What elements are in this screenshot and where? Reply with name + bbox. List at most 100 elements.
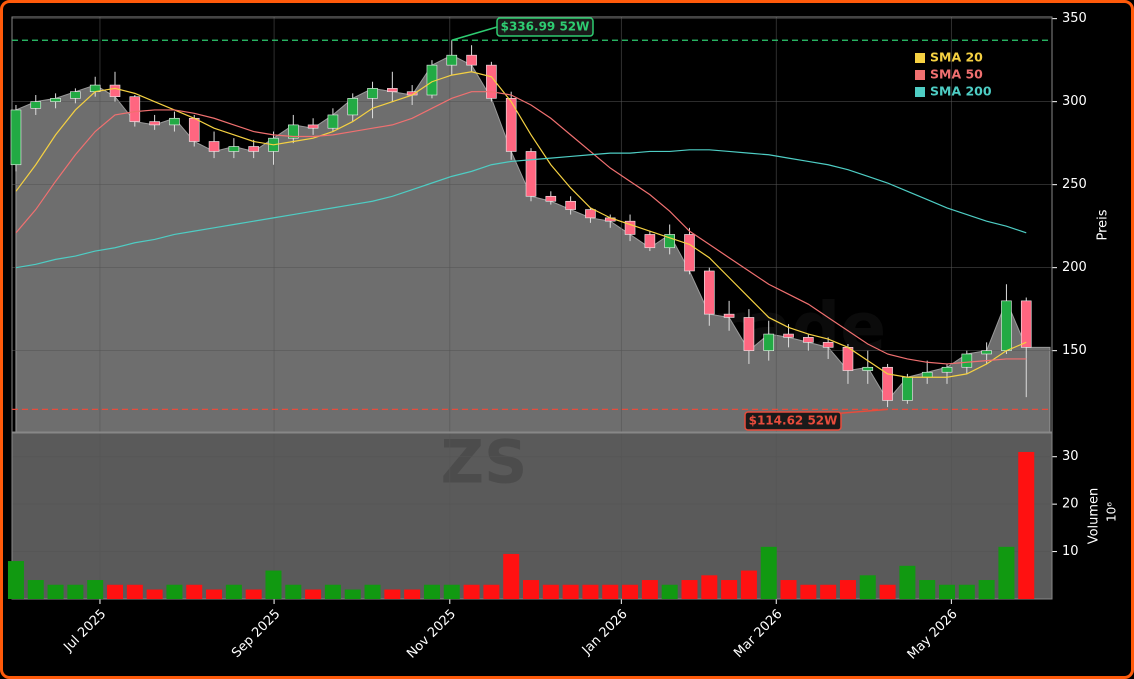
volume-bar	[958, 584, 975, 599]
sma-line	[15, 91, 1027, 365]
volume-bar	[423, 584, 440, 599]
volume-bar	[1018, 451, 1035, 599]
legend-label: SMA 200	[930, 84, 992, 99]
candle-body	[188, 117, 200, 142]
candle-body	[367, 88, 378, 99]
sma-line	[15, 71, 1027, 378]
y-axis-label: Preis	[1096, 209, 1111, 240]
volume-bar	[820, 584, 837, 599]
candle-body	[347, 98, 359, 116]
candle-body	[803, 337, 814, 343]
volume-bar	[47, 584, 64, 599]
candle-body	[545, 195, 557, 202]
candle-body	[486, 64, 497, 99]
y-axis-unit: 10⁶	[1105, 502, 1119, 522]
volume-bar	[859, 575, 876, 599]
candle-body	[525, 151, 537, 197]
volume-bar	[998, 546, 1015, 599]
candle-body	[862, 366, 874, 371]
volume-panel	[12, 433, 1052, 599]
volume-bar	[324, 584, 341, 599]
candle-body	[565, 200, 576, 210]
candle-body	[743, 317, 755, 351]
volume-bar	[899, 565, 916, 599]
annotation-box	[496, 17, 594, 37]
candle-body	[10, 109, 22, 166]
candle-body	[169, 117, 180, 126]
volume-bar	[126, 584, 143, 599]
volume-bar	[463, 584, 480, 599]
volume-bar	[443, 584, 460, 599]
y-tick-label: 150	[1062, 343, 1087, 358]
candle-body	[50, 98, 61, 102]
annotation-label: $114.62 52W	[749, 414, 838, 428]
candle-body	[882, 366, 893, 401]
candle-body	[585, 209, 596, 219]
volume-bar	[839, 580, 856, 599]
y-tick-label: 350	[1062, 11, 1087, 26]
volume-bar	[344, 589, 361, 599]
legend-label: SMA 50	[930, 67, 983, 82]
candle-body	[307, 124, 319, 129]
volume-bar	[265, 570, 282, 599]
annotation-box	[744, 411, 842, 431]
volume-bar	[602, 584, 619, 599]
volume-bar	[285, 584, 302, 599]
volume-bar	[166, 584, 183, 599]
volume-bar	[740, 570, 757, 599]
volume-bar	[67, 584, 84, 599]
y-tick-label: 20	[1062, 497, 1079, 512]
candle-body	[783, 333, 794, 338]
candle-body	[664, 234, 675, 249]
candle-body	[30, 101, 42, 109]
volume-bar	[245, 589, 262, 599]
candle-body	[822, 342, 834, 348]
candle-body	[248, 146, 259, 152]
candle-body	[149, 121, 160, 126]
volume-bar	[562, 584, 579, 599]
volume-bar	[206, 589, 223, 599]
volume-bar	[701, 575, 718, 599]
candle-body	[961, 353, 973, 368]
y-tick-label: 10	[1062, 544, 1079, 559]
volume-bar	[305, 589, 322, 599]
volume-bar	[641, 580, 658, 599]
annotation-label: $336.99 52W	[501, 20, 590, 34]
legend-swatch	[915, 87, 925, 97]
volume-bar	[27, 580, 44, 599]
candle-body	[981, 350, 992, 355]
y-tick-label: 250	[1062, 177, 1087, 192]
panel-border	[11, 16, 1053, 433]
volume-bar	[384, 589, 401, 599]
legend-swatch	[915, 53, 925, 63]
legend-label: SMA 20	[930, 50, 983, 65]
volume-bar	[404, 589, 421, 599]
y-tick-label: 200	[1062, 260, 1087, 275]
candle-body	[644, 234, 656, 249]
volume-bar	[542, 584, 559, 599]
volume-bar	[879, 584, 896, 599]
volume-bar	[780, 580, 797, 599]
candle-body	[287, 124, 299, 139]
candle-body	[684, 234, 695, 272]
y-tick-label: 300	[1062, 94, 1087, 109]
watermark: ZS	[441, 428, 528, 498]
candle-body	[921, 371, 933, 378]
sma-line	[15, 149, 1027, 269]
candle-body	[703, 270, 715, 315]
candle-body	[228, 146, 240, 152]
candle-body	[208, 141, 220, 152]
volume-bar	[107, 584, 124, 599]
candle-body	[941, 366, 953, 373]
candle-body	[446, 54, 458, 66]
volume-bar	[7, 561, 24, 599]
volume-bar	[760, 546, 777, 599]
volume-bar	[919, 580, 936, 599]
candle-body	[1001, 300, 1012, 351]
candle-body	[723, 313, 735, 318]
volume-bar	[582, 584, 599, 599]
volume-bar	[721, 580, 738, 599]
candle-body	[387, 88, 398, 92]
candle-body	[109, 84, 121, 97]
